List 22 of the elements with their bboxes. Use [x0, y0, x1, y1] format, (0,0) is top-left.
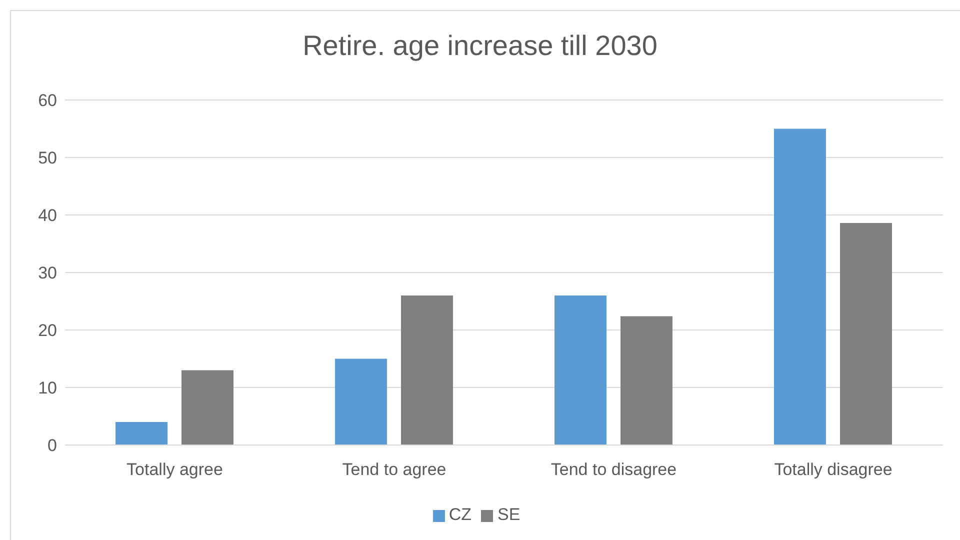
bar	[400, 296, 453, 445]
bar	[334, 358, 387, 445]
x-tick-label: Totally agree	[126, 460, 223, 480]
bar	[620, 316, 672, 445]
legend-label: SE	[497, 505, 520, 524]
bar	[115, 422, 168, 445]
chart-title: Retire. age increase till 2030	[302, 30, 658, 62]
y-tick-label: 30	[38, 264, 57, 283]
bar	[774, 128, 826, 445]
y-tick-label: 40	[38, 206, 57, 226]
bar	[181, 370, 234, 445]
y-tick-label: 50	[38, 148, 57, 168]
legend-label: CZ	[448, 505, 472, 524]
x-tick-label: Totally disagree	[774, 460, 892, 480]
bar	[840, 223, 892, 445]
bar	[554, 296, 606, 445]
y-tick-label: 0	[48, 436, 57, 456]
y-tick-label: 20	[38, 321, 57, 340]
y-tick-label: 10	[38, 378, 57, 398]
x-tick-label: Tend to agree	[342, 460, 446, 480]
y-tick-label: 60	[38, 91, 57, 110]
x-tick-label: Tend to disagree	[550, 460, 677, 480]
